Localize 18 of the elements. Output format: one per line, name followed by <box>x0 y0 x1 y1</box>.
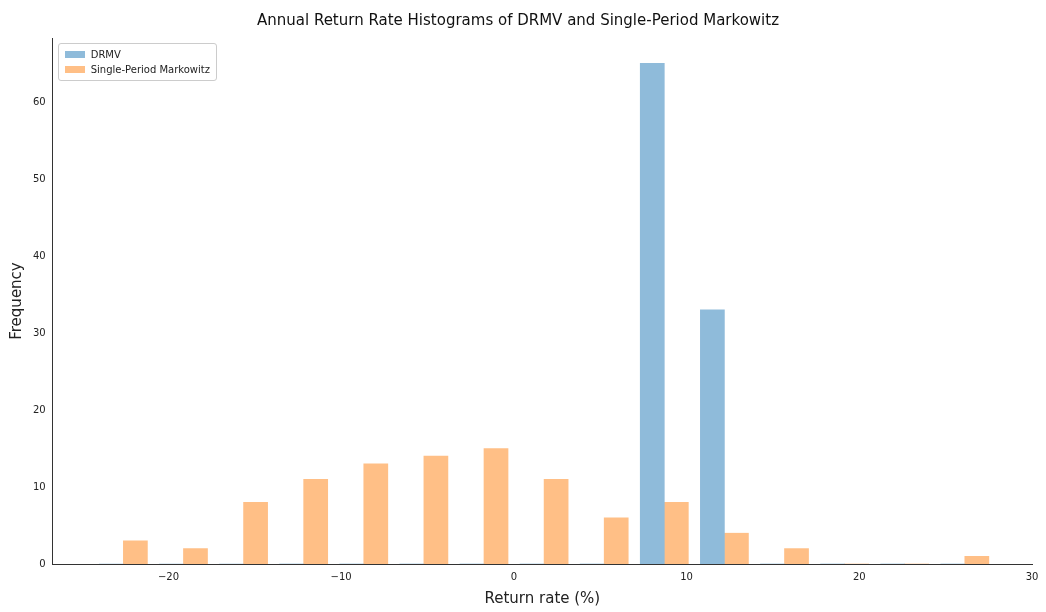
legend-label: DRMV <box>90 49 121 60</box>
x-tick-label: 10 <box>680 570 693 582</box>
x-tick-label: 30 <box>1025 570 1039 582</box>
y-tick-label: 20 <box>32 403 46 415</box>
x-tick-label: −20 <box>157 570 179 582</box>
x-tick-label: 0 <box>510 570 518 582</box>
y-tick-label: 30 <box>32 326 46 338</box>
y-tick-label: 60 <box>32 95 46 107</box>
y-axis-title: Frequency <box>6 262 25 340</box>
x-tick-label: 20 <box>852 570 866 582</box>
legend-label: Single-Period Markowitz <box>90 64 210 75</box>
y-tick-label: 40 <box>32 249 46 261</box>
y-tick-label: 50 <box>32 172 46 184</box>
y-tick-label: 10 <box>32 480 46 492</box>
chart-title: Annual Return Rate Histograms of DRMV and Single-Period Markowitz <box>256 10 780 29</box>
y-tick-label: 0 <box>39 557 46 569</box>
x-tick-label: −10 <box>330 570 352 582</box>
x-axis-title: Return rate (%) <box>484 588 601 607</box>
